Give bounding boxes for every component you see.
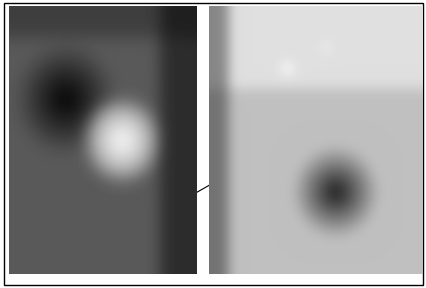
Text: Acoustico-facial bundle: Acoustico-facial bundle bbox=[22, 156, 127, 267]
Text: Posterior arcade: Posterior arcade bbox=[301, 39, 401, 112]
Text: A: A bbox=[13, 7, 23, 20]
Text: B: B bbox=[213, 7, 222, 20]
